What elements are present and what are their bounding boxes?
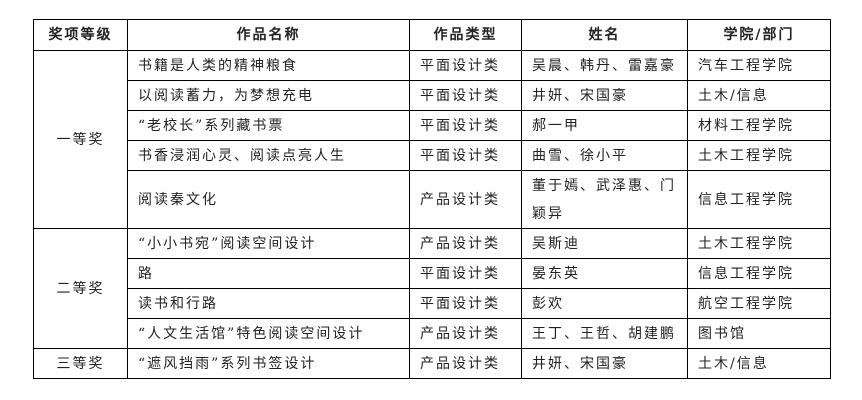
work-type-cell: 产品设计类 bbox=[409, 228, 522, 259]
names-cell: 井妍、宋国豪 bbox=[521, 80, 688, 111]
table-row: “老校长”系列藏书票 平面设计类 郝一甲 材料工程学院 bbox=[34, 110, 831, 141]
names-cell: 王丁、王哲、胡建鹏 bbox=[521, 318, 688, 349]
dept-cell: 信息工程学院 bbox=[687, 170, 831, 229]
names-cell: 吴晨、韩丹、雷嘉豪 bbox=[521, 50, 688, 81]
header-type: 作品类型 bbox=[409, 19, 522, 51]
names-cell: 董于嫣、武泽惠、门颖异 bbox=[521, 170, 688, 229]
work-type-cell: 平面设计类 bbox=[409, 140, 522, 171]
table-row: 以阅读蓄力，为梦想充电 平面设计类 井妍、宋国豪 土木/信息 bbox=[34, 80, 831, 111]
work-type-cell: 平面设计类 bbox=[409, 50, 522, 81]
table-row: 阅读秦文化 产品设计类 董于嫣、武泽惠、门颖异 信息工程学院 bbox=[34, 170, 831, 229]
names-cell: 彭欢 bbox=[521, 288, 688, 319]
work-title-cell: 路 bbox=[127, 258, 410, 289]
work-type-cell: 产品设计类 bbox=[409, 170, 522, 229]
dept-cell: 土木工程学院 bbox=[687, 140, 831, 171]
header-title: 作品名称 bbox=[127, 19, 410, 51]
award-level-cell: 一等奖 bbox=[33, 50, 128, 229]
names-cell: 晏东英 bbox=[521, 258, 688, 289]
work-title-cell: “老校长”系列藏书票 bbox=[127, 110, 410, 141]
table-row: 路平面设计类 晏东英 信息工程学院 bbox=[34, 258, 831, 289]
table-row: 一等奖 书籍是人类的精神粮食 平面设计类 吴晨、韩丹、雷嘉豪 汽车工程学院 bbox=[33, 50, 831, 229]
work-title-cell: 阅读秦文化 bbox=[127, 170, 410, 229]
work-title-cell: 读书和行路 bbox=[127, 288, 410, 319]
work-type-cell: 平面设计类 bbox=[409, 110, 522, 141]
work-type-cell: 产品设计类 bbox=[409, 318, 522, 349]
award-level-cell: 三等奖 bbox=[33, 348, 128, 379]
names-cell: 郝一甲 bbox=[521, 110, 688, 141]
work-title-cell: 以阅读蓄力，为梦想充电 bbox=[127, 80, 410, 111]
work-title-cell: 书籍是人类的精神粮食 bbox=[127, 50, 410, 81]
work-title-cell: “小小书宛”阅读空间设计 bbox=[127, 228, 410, 259]
table-row: 书香浸润心灵、阅读点亮人生 平面设计类 曲雪、徐小平 土木工程学院 bbox=[34, 140, 831, 171]
work-type-cell: 平面设计类 bbox=[409, 258, 522, 289]
work-type-cell: 产品设计类 bbox=[409, 348, 522, 379]
dept-cell: 土木/信息 bbox=[687, 348, 831, 379]
dept-cell: 航空工程学院 bbox=[687, 288, 831, 319]
names-cell: 吴斯迪 bbox=[521, 228, 688, 259]
header-row: 奖项等级 作品名称 作品类型 姓名 学院/部门 bbox=[33, 19, 831, 51]
dept-cell: 土木/信息 bbox=[687, 80, 831, 111]
dept-cell: 土木工程学院 bbox=[687, 228, 831, 259]
table-row: 三等奖 “遮风挡雨”系列书签设计 产品设计类 井妍、宋国豪 土木/信息 bbox=[33, 348, 831, 379]
names-cell: 曲雪、徐小平 bbox=[521, 140, 688, 171]
work-title-cell: 书香浸润心灵、阅读点亮人生 bbox=[127, 140, 410, 171]
work-type-cell: 平面设计类 bbox=[409, 288, 522, 319]
awards-table: 奖项等级 作品名称 作品类型 姓名 学院/部门 一等奖 书籍是人类的精神粮食 平面设… bbox=[33, 19, 831, 379]
header-level: 奖项等级 bbox=[33, 19, 128, 51]
header-dept: 学院/部门 bbox=[687, 19, 831, 51]
header-names: 姓名 bbox=[521, 19, 688, 51]
dept-cell: 材料工程学院 bbox=[687, 110, 831, 141]
dept-cell: 图书馆 bbox=[687, 318, 831, 349]
dept-cell: 汽车工程学院 bbox=[687, 50, 831, 81]
work-title-cell: “人文生活馆”特色阅读空间设计 bbox=[127, 318, 410, 349]
award-level-cell: 二等奖 bbox=[33, 228, 128, 349]
work-type-cell: 平面设计类 bbox=[409, 80, 522, 111]
table-row: “人文生活馆”特色阅读空间设计 产品设计类 王丁、王哲、胡建鹏 图书馆 bbox=[34, 318, 831, 349]
dept-cell: 信息工程学院 bbox=[687, 258, 831, 289]
work-title-cell: “遮风挡雨”系列书签设计 bbox=[127, 348, 410, 379]
names-cell: 井妍、宋国豪 bbox=[521, 348, 688, 379]
table-row: 二等奖 “小小书宛”阅读空间设计 产品设计类 吴斯迪 土木工程学院 bbox=[33, 228, 831, 349]
table-row: 读书和行路 平面设计类 彭欢 航空工程学院 bbox=[34, 288, 831, 319]
